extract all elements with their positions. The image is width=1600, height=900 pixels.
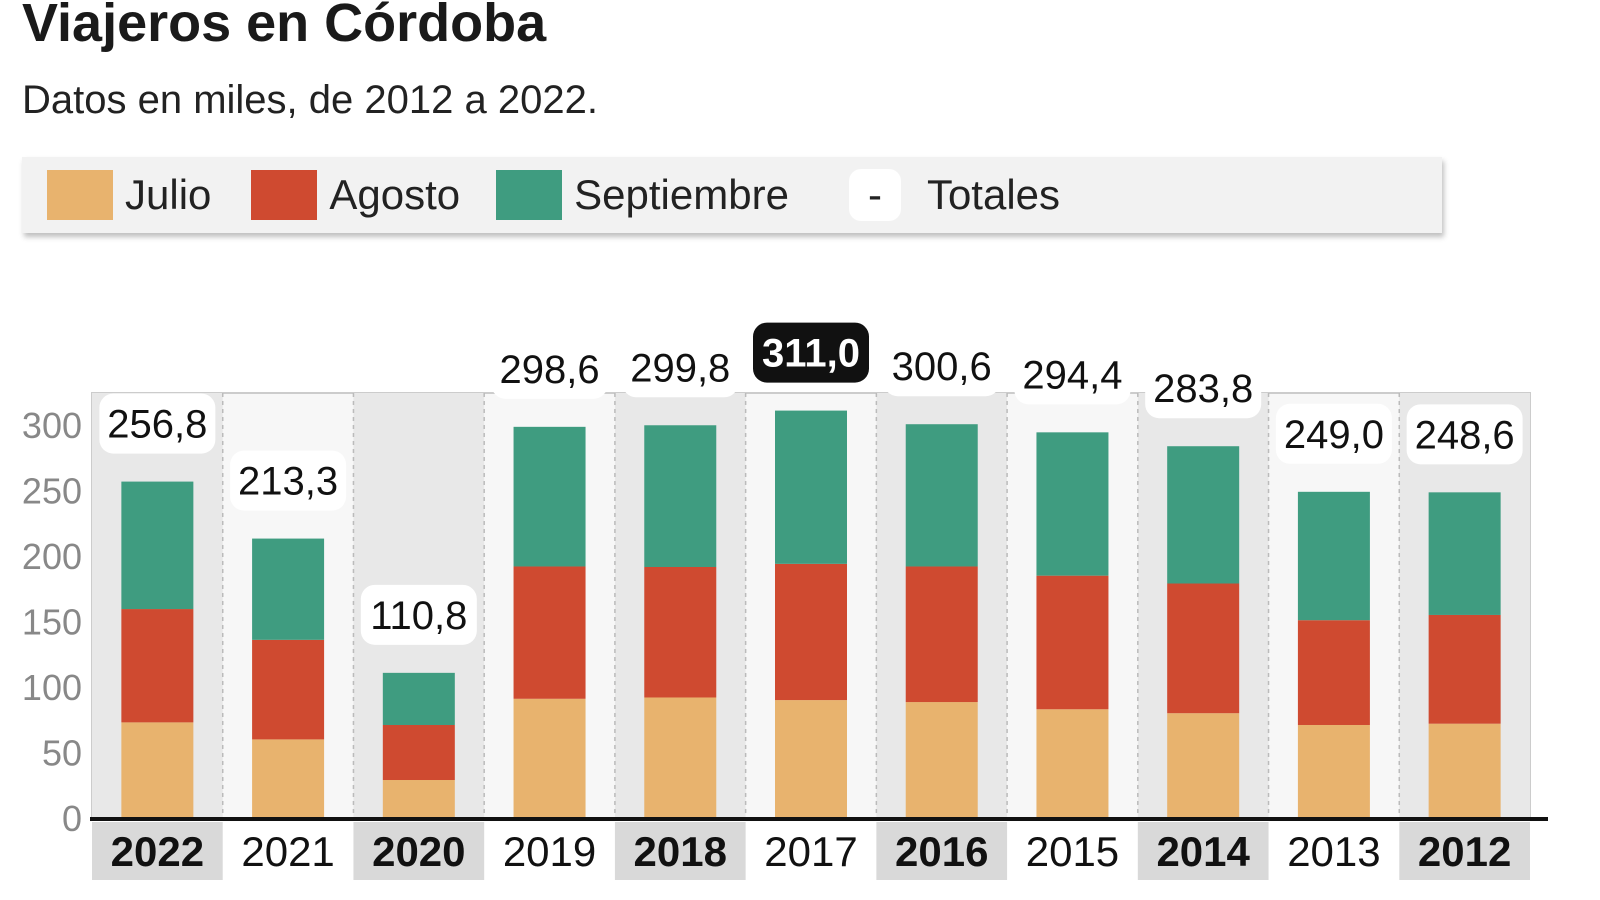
bar-agosto-2018 [644,567,717,698]
y-tick-250: 250 [22,471,82,512]
total-label-bg [491,338,608,399]
bar-septiembre-2021 [252,538,325,640]
bar-julio-2014 [1167,713,1240,818]
total-label-bg [1145,358,1262,419]
year-label-2015: 2015 [1026,828,1119,875]
bar-agosto-2017 [775,563,847,701]
year-label-2013: 2013 [1287,828,1380,875]
bar-agosto-2022 [121,609,194,723]
y-tick-300: 300 [22,405,82,446]
total-label-bg [230,450,347,511]
total-label-2018: 299,8 [630,346,730,390]
legend-swatch-agosto [251,170,318,220]
year-label-2020: 2020 [372,828,465,875]
total-label-2015: 294,4 [1022,353,1122,397]
bar-agosto-2019 [513,566,586,699]
bar-agosto-2014 [1167,583,1240,714]
total-label-2012: 248,6 [1415,413,1515,457]
total-label-2021: 213,3 [238,460,338,504]
bar-septiembre-2014 [1167,446,1240,584]
total-label-2022: 256,8 [107,403,207,447]
bar-julio-2018 [644,697,717,818]
total-label-bg [360,584,477,645]
year-label-2022: 2022 [111,828,204,875]
year-label-2017: 2017 [764,828,857,875]
bar-julio-2017 [775,700,847,818]
year-label-bg [1137,822,1269,880]
legend-label-septiembre: Septiembre [574,171,789,218]
y-tick-0: 0 [62,798,82,839]
year-label-bg [353,822,485,880]
bar-agosto-2013 [1297,620,1370,725]
bar-julio-2022 [121,722,194,818]
total-label-bg [883,336,1000,397]
bar-julio-2015 [1036,709,1109,818]
legend-label-julio: Julio [125,171,212,218]
bar-julio-2021 [252,739,325,818]
bar-septiembre-2016 [905,424,978,567]
bar-julio-2013 [1297,724,1370,818]
year-label-2018: 2018 [634,828,727,875]
total-label-2020: 110,8 [370,594,467,638]
bar-agosto-2016 [905,566,978,703]
total-label-bg [99,393,216,454]
bar-septiembre-2015 [1036,432,1109,576]
legend-label-totales: Totales [926,171,1061,218]
legend-swatch-julio [47,170,113,220]
bar-julio-2012 [1428,723,1501,818]
total-label-2016: 300,6 [892,345,992,389]
total-label-2013: 249,0 [1284,413,1384,457]
bar-septiembre-2017 [775,410,847,564]
bar-agosto-2021 [252,639,325,740]
year-label-2016: 2016 [895,828,988,875]
chart-title: Viajeros en Córdoba [22,0,547,53]
y-tick-50: 50 [42,733,82,774]
year-label-bg [876,822,1008,880]
bar-septiembre-2018 [644,425,717,568]
bar-julio-2016 [905,702,978,818]
legend-swatch-totales: - [848,169,901,221]
year-label-bg [614,822,746,880]
bar-septiembre-2022 [121,481,194,610]
year-label-2014: 2014 [1156,828,1250,875]
bar-agosto-2015 [1036,575,1109,710]
total-label-bg [1014,344,1131,405]
y-tick-100: 100 [22,667,82,708]
total-label-2019: 298,6 [499,348,599,392]
year-label-bg [92,822,223,880]
y-tick-200: 200 [22,536,82,577]
bar-julio-2019 [513,698,586,818]
year-label-2012: 2012 [1418,828,1511,875]
legend-label-agosto: Agosto [329,171,461,218]
total-label-2014: 283,8 [1153,367,1253,411]
total-label-bg [1406,404,1523,465]
year-label-bg [1399,822,1530,880]
total-label-bg [1275,403,1392,464]
total-label-bg [622,337,739,398]
year-label-2021: 2021 [241,828,334,875]
y-tick-150: 150 [22,602,82,643]
total-label-2017: 311,0 [762,332,860,376]
bar-septiembre-2019 [513,426,586,567]
bar-agosto-2012 [1428,614,1501,724]
legend: Julio Agosto Septiembre - Totales [22,157,1442,233]
year-label-2019: 2019 [503,828,596,875]
bar-septiembre-2012 [1428,492,1501,615]
legend-swatch-septiembre [496,170,563,220]
chart-subtitle: Datos en miles, de 2012 a 2022. [22,78,598,122]
bar-septiembre-2013 [1297,491,1370,621]
total-label-bg [753,322,869,383]
bar-septiembre-2020 [382,672,455,725]
bar-julio-2020 [382,780,455,818]
bar-agosto-2020 [382,724,455,781]
